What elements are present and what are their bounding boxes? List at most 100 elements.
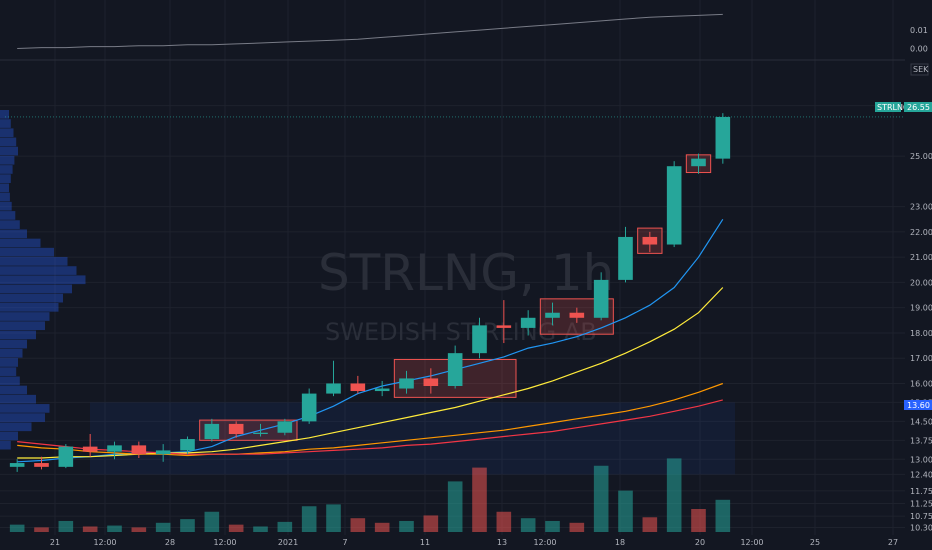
profile-bar	[0, 394, 36, 404]
price-axis-label: 11.25	[910, 499, 932, 508]
profile-bar	[0, 174, 11, 184]
profile-bar	[0, 266, 77, 275]
time-axis-label: 28	[165, 538, 175, 547]
profile-bar	[0, 128, 14, 138]
volume-bar	[253, 526, 268, 532]
profile-bar	[0, 119, 11, 128]
volume-bar	[155, 522, 171, 532]
profile-bar	[0, 302, 59, 312]
profile-bar	[0, 339, 27, 349]
watermark-name: SWEDISH STIRLING AB	[325, 318, 597, 346]
volume-bar	[228, 524, 244, 532]
profile-bar	[0, 312, 50, 321]
profile-bar	[0, 229, 27, 239]
candle-body	[666, 166, 682, 245]
currency-box[interactable]	[910, 63, 929, 76]
price-axis-label: 22.00	[910, 228, 932, 237]
candle-body	[277, 421, 293, 433]
price-axis-label: 21.00	[910, 253, 932, 262]
profile-bar	[0, 155, 15, 165]
candle-body	[58, 446, 74, 467]
profile-bar	[0, 146, 18, 156]
candle-body	[642, 236, 658, 245]
profile-bar	[0, 404, 50, 413]
candle-body	[155, 450, 171, 455]
price-tags: STRLNG 26.55 13.60	[875, 102, 932, 410]
currency-label: SEK	[913, 65, 929, 74]
profile-bar	[0, 165, 13, 174]
candle-body	[399, 378, 414, 389]
symbol-tag-value: 26.55	[907, 103, 930, 112]
volume-bars	[9, 458, 731, 532]
volume-bar	[569, 522, 585, 532]
profile-bar	[0, 137, 17, 147]
candle-body	[301, 393, 317, 422]
symbol-tag-label: STRLNG	[877, 103, 909, 112]
profile-bar	[0, 183, 9, 193]
profile-bar	[0, 247, 54, 257]
profile-bar	[0, 201, 12, 211]
volume-bar	[520, 518, 536, 532]
profile-bar	[0, 293, 63, 303]
time-axis-label: 12:00	[213, 538, 236, 547]
profile-bar	[0, 330, 36, 340]
volume-bar	[82, 526, 98, 532]
volume-bar	[301, 506, 317, 532]
time-axis[interactable]: 21 12:00 28 12:00 2021 7 11 13 12:00 18 20 12:00 25 2…	[50, 538, 898, 547]
profile-bar	[0, 321, 45, 331]
profile-bar	[0, 110, 9, 119]
volume-bar	[447, 481, 463, 532]
candle-body	[618, 236, 633, 280]
symbol-tag-label-bg	[875, 102, 901, 112]
profile-bar	[0, 376, 20, 386]
profile-bar	[0, 275, 86, 285]
candle-body	[326, 383, 341, 394]
candle-body	[691, 158, 706, 167]
candle-body	[496, 325, 512, 328]
price-axis-label: 12.40	[910, 470, 932, 479]
volume-bar	[691, 509, 706, 532]
volume-bar	[34, 527, 49, 532]
volume-bar	[374, 522, 390, 532]
price-axis-label: 13.75	[910, 436, 932, 445]
price-axis-label: 18.00	[910, 329, 932, 338]
volume-bar	[423, 515, 439, 532]
profile-bar	[0, 358, 18, 367]
profile-bar	[0, 422, 32, 432]
indicator-axis-label: 0.00	[910, 44, 928, 53]
time-axis-label: 7	[342, 538, 347, 547]
volume-bar	[350, 518, 366, 532]
volume-bar	[399, 520, 414, 532]
price-axis-label: 11.75	[910, 487, 932, 496]
volume-bar	[545, 520, 560, 532]
candle-body	[520, 317, 536, 328]
price-axis-label: 16.00	[910, 379, 932, 388]
profile-bar	[0, 211, 16, 220]
lower-tag-bg	[904, 400, 932, 410]
consolidation-box	[199, 419, 298, 441]
time-axis-label: 20	[695, 538, 705, 547]
volume-bar	[180, 519, 195, 532]
candle-body	[374, 388, 390, 392]
volume-profile	[0, 110, 735, 475]
price-axis-label: 20.00	[910, 278, 932, 287]
price-axis-label: 23.00	[910, 203, 932, 212]
profile-bar	[0, 348, 23, 358]
volume-bar	[715, 499, 731, 532]
candle-body	[350, 383, 366, 392]
price-axis-label: 17.00	[910, 354, 932, 363]
time-axis-label: 12:00	[93, 538, 116, 547]
profile-bar	[0, 431, 18, 441]
time-axis-label: 13	[497, 538, 507, 547]
volume-bar	[326, 504, 341, 532]
indicator-pane: 0.01 0.00	[17, 13, 928, 53]
price-axis-label: 14.50	[910, 417, 932, 426]
time-axis-label: 27	[888, 538, 898, 547]
value-area	[90, 402, 735, 475]
candle-body	[569, 312, 585, 318]
candle-body	[545, 312, 560, 318]
volume-bar	[9, 524, 25, 532]
volume-bar	[618, 490, 633, 532]
